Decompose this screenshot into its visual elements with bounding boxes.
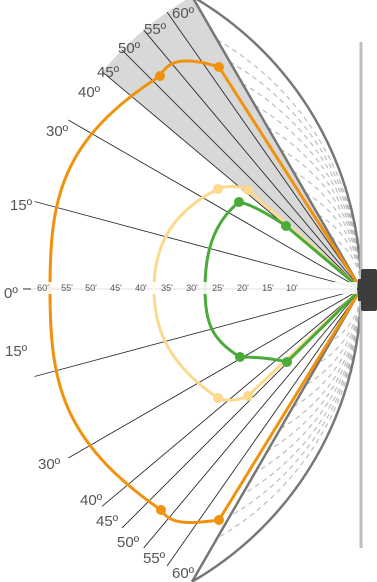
distance-label: 35'	[161, 283, 173, 293]
angle-line	[143, 29, 362, 290]
angle-label-45: 45º	[97, 64, 120, 81]
distance-labels: 60' 55' 50' 45' 40' 35' 30' 25' 20' 15' …	[37, 283, 298, 293]
angle-label-50: 50º	[117, 534, 140, 551]
curve-marker-dot	[156, 505, 166, 515]
distance-label: 30'	[186, 283, 198, 293]
sensor-device	[361, 269, 377, 311]
angle-labels-lower: 15º 30º 40º 45º 50º 55º 60º	[5, 343, 195, 582]
angle-label-30: 30º	[38, 456, 61, 473]
angle-label-55: 55º	[143, 550, 166, 567]
distance-ring	[267, 126, 362, 452]
distance-label: 25'	[212, 283, 224, 293]
angle-line	[166, 288, 362, 567]
curve-marker-dot	[214, 62, 224, 72]
angle-line	[68, 119, 362, 290]
angle-line	[34, 288, 362, 377]
distance-label: 55'	[61, 283, 73, 293]
angle-line	[34, 201, 362, 290]
curve-marker-dot	[155, 71, 165, 81]
distance-label: 50'	[85, 283, 97, 293]
curve-marker-dot	[243, 391, 253, 401]
distance-ring	[317, 214, 362, 364]
angle-label-55: 55º	[144, 21, 167, 38]
distance-label: 15'	[262, 283, 274, 293]
angle-label-40: 40º	[78, 84, 101, 101]
curve-marker-dot	[235, 352, 245, 362]
angle-label-40: 40º	[80, 492, 103, 509]
distance-label: 10'	[286, 283, 298, 293]
distance-label: 60'	[37, 283, 49, 293]
angle-label-60: 60º	[172, 565, 195, 582]
curve-marker-dot	[213, 393, 223, 403]
distance-ring	[242, 82, 362, 496]
angle-line	[143, 288, 362, 549]
curve-marker-dot	[214, 515, 224, 525]
distance-label: 20'	[237, 283, 249, 293]
angle-label-0: 0º	[4, 285, 18, 302]
angle-labels-upper: 0º 15º 30º 40º 45º 50º 55º 60º	[4, 5, 195, 302]
curve-marker-dot	[243, 185, 253, 195]
angle-label-50: 50º	[118, 40, 141, 57]
curve-marker-dot	[281, 221, 291, 231]
fan-edge-lower	[190, 288, 363, 582]
curve-markers	[155, 62, 292, 525]
angle-line	[101, 288, 362, 507]
distance-ring	[305, 192, 362, 386]
angle-label-15: 15º	[5, 343, 28, 360]
distance-label: 45'	[110, 283, 122, 293]
curve-marker-dot	[234, 197, 244, 207]
sensor-lens	[358, 279, 363, 301]
distance-ring	[292, 170, 362, 408]
fan-edge-upper	[192, 0, 363, 290]
curve-marker-dot	[282, 357, 292, 367]
angle-line	[166, 11, 362, 290]
distance-scale-band	[31, 282, 357, 294]
angle-label-60: 60º	[172, 5, 195, 22]
angle-line	[68, 288, 362, 459]
angle-label-15: 15º	[10, 197, 33, 214]
distance-label: 40'	[135, 283, 147, 293]
distance-ring	[254, 104, 362, 474]
curve-marker-dot	[213, 184, 223, 194]
distance-ring	[279, 148, 362, 430]
angle-label-30: 30º	[46, 123, 69, 140]
shaded-sector-upper	[102, 0, 361, 289]
angle-line	[121, 49, 362, 290]
angle-label-45: 45º	[96, 513, 119, 530]
